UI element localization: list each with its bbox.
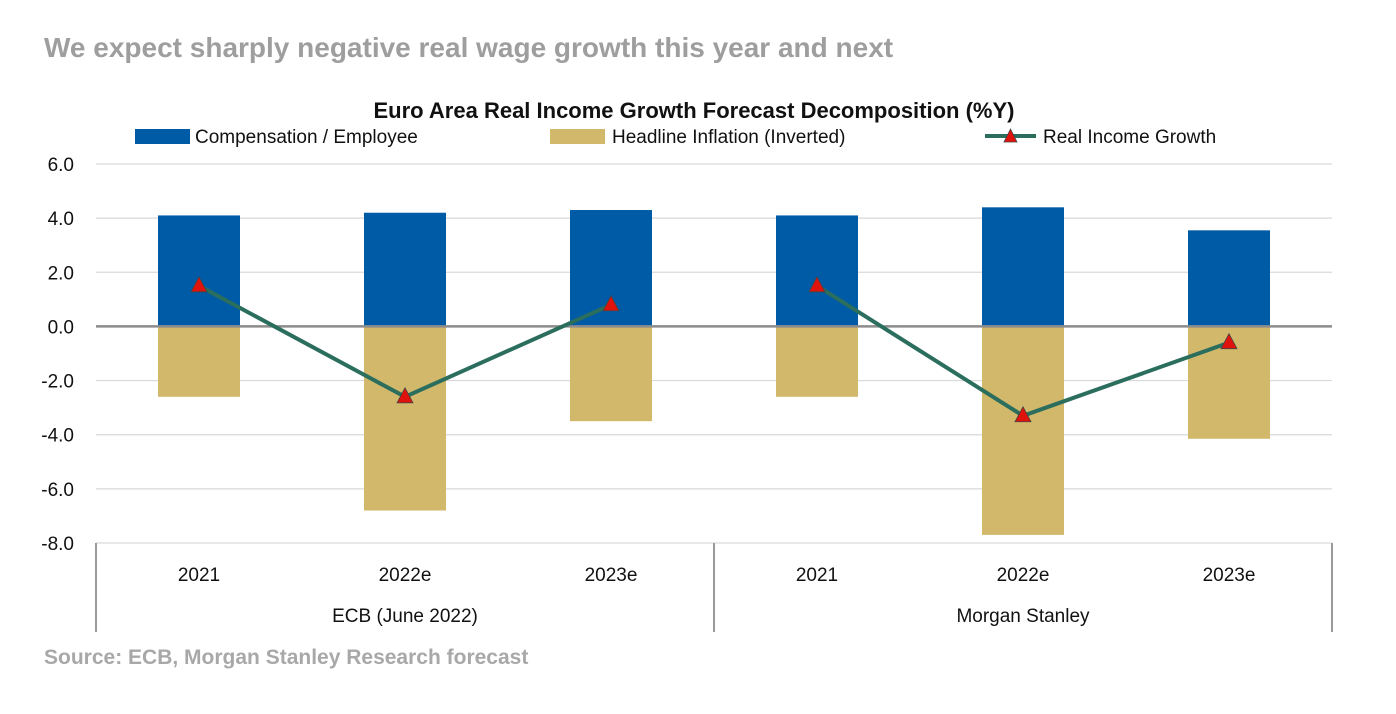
y-tick-label: -4.0 bbox=[41, 426, 74, 447]
y-tick-label: -2.0 bbox=[41, 372, 74, 393]
x-group-label: ECB (June 2022) bbox=[332, 606, 478, 627]
y-axis-ticks: 6.0 4.0 2.0 0.0 -2.0 -4.0 -6.0 -8.0 bbox=[41, 155, 74, 555]
y-tick-label: -6.0 bbox=[41, 480, 74, 501]
legend: Compensation / Employee Headline Inflati… bbox=[135, 127, 1216, 148]
y-tick-label: 6.0 bbox=[48, 155, 74, 176]
x-category-label: 2023e bbox=[585, 565, 638, 586]
legend-label-compensation: Compensation / Employee bbox=[195, 127, 418, 148]
page-headline: We expect sharply negative real wage gro… bbox=[44, 32, 894, 63]
legend-label-inflation: Headline Inflation (Inverted) bbox=[612, 127, 845, 148]
real-income-marker bbox=[1220, 332, 1238, 350]
bar-compensation bbox=[982, 207, 1064, 327]
y-tick-label: 0.0 bbox=[48, 317, 74, 338]
bar-inflation-inverted bbox=[158, 326, 240, 397]
x-axis: 2021 2022e 2023e 2021 2022e 2023e ECB (June 20… bbox=[95, 543, 1333, 632]
bar-compensation bbox=[776, 215, 858, 327]
real-income-marker bbox=[396, 386, 414, 404]
x-category-label: 2023e bbox=[1203, 565, 1256, 586]
y-tick-label: -8.0 bbox=[41, 534, 74, 555]
gridlines bbox=[96, 163, 1332, 544]
real-income-marker bbox=[190, 275, 208, 293]
x-category-label: 2022e bbox=[997, 565, 1050, 586]
legend-label-real-income: Real Income Growth bbox=[1043, 127, 1216, 148]
x-category-label: 2021 bbox=[796, 565, 838, 586]
bar-inflation-inverted bbox=[570, 326, 652, 422]
x-category-label: 2022e bbox=[379, 565, 432, 586]
bars bbox=[158, 207, 1270, 535]
real-income-marker bbox=[808, 275, 826, 293]
bar-compensation bbox=[1188, 230, 1270, 327]
real-income-marker bbox=[602, 294, 620, 312]
bar-compensation bbox=[158, 215, 240, 327]
legend-swatch-compensation bbox=[135, 129, 190, 144]
bar-inflation-inverted bbox=[776, 326, 858, 397]
source-note: Source: ECB, Morgan Stanley Research for… bbox=[44, 646, 529, 669]
bar-inflation-inverted bbox=[364, 326, 446, 511]
y-tick-label: 2.0 bbox=[48, 263, 74, 284]
x-category-label: 2021 bbox=[178, 565, 220, 586]
chart-title: Euro Area Real Income Growth Forecast De… bbox=[374, 98, 1015, 123]
bar-inflation-inverted bbox=[982, 326, 1064, 535]
real-income-line-series bbox=[190, 275, 1238, 423]
x-group-label: Morgan Stanley bbox=[956, 606, 1090, 627]
legend-swatch-inflation bbox=[550, 129, 605, 144]
bar-compensation bbox=[364, 212, 446, 327]
real-income-marker bbox=[1014, 405, 1032, 423]
y-tick-label: 4.0 bbox=[48, 209, 74, 230]
legend-marker-real-income bbox=[1003, 128, 1018, 143]
